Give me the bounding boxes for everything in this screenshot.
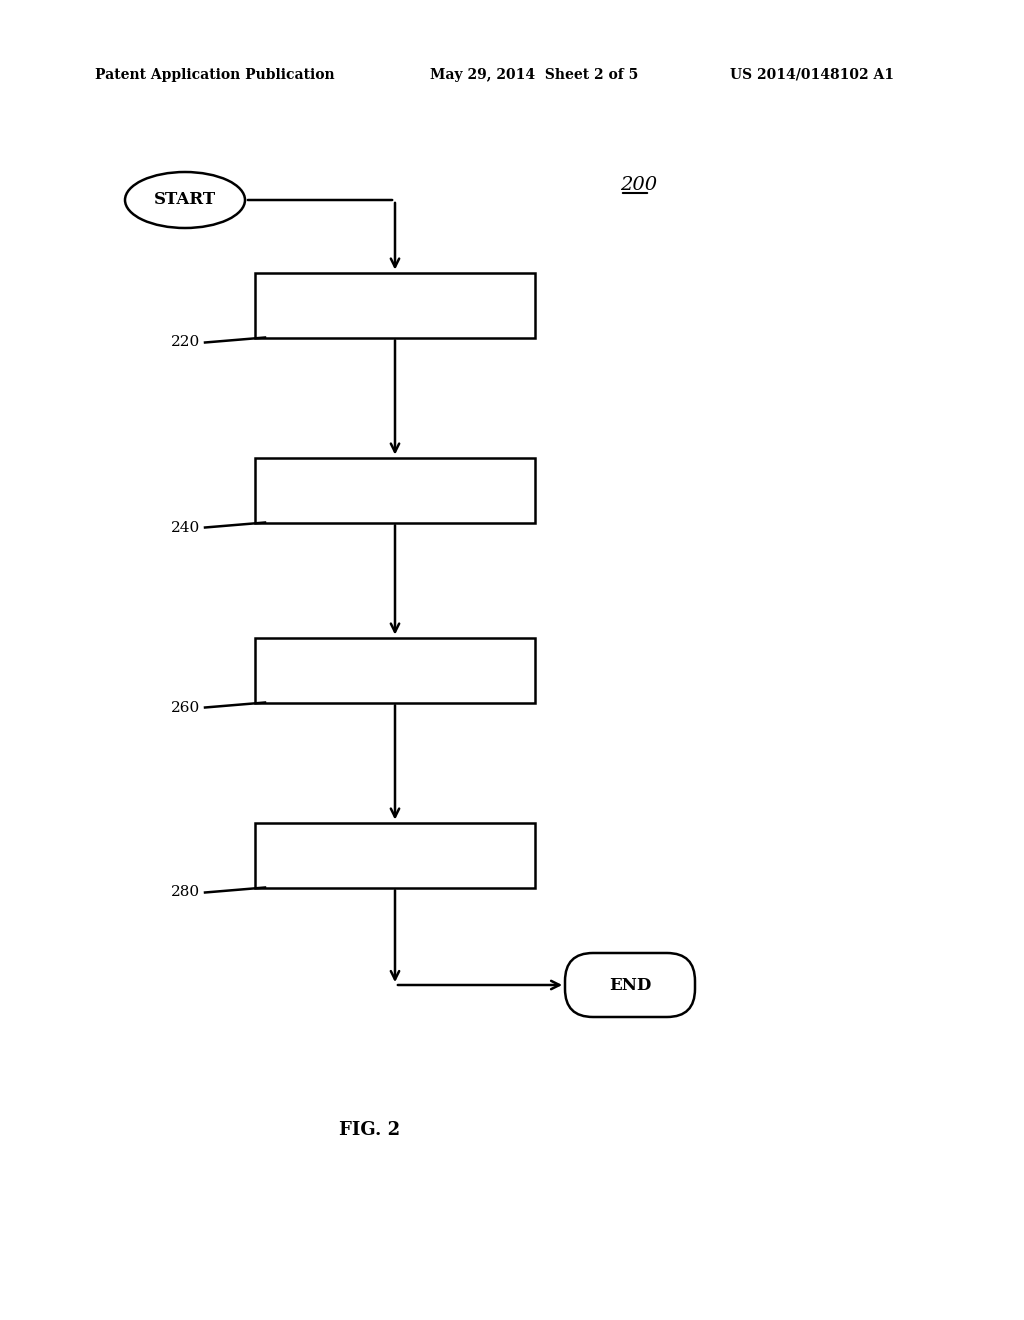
Text: 200: 200 <box>620 176 657 194</box>
Text: May 29, 2014  Sheet 2 of 5: May 29, 2014 Sheet 2 of 5 <box>430 69 638 82</box>
Ellipse shape <box>125 172 245 228</box>
Bar <box>255 638 535 702</box>
Text: FIG. 2: FIG. 2 <box>339 1121 400 1139</box>
Bar <box>255 822 535 887</box>
Text: 220: 220 <box>171 335 200 350</box>
Text: END: END <box>609 977 651 994</box>
Text: START: START <box>154 191 216 209</box>
Bar <box>255 458 535 523</box>
Text: 240: 240 <box>171 520 200 535</box>
Text: 260: 260 <box>171 701 200 714</box>
FancyBboxPatch shape <box>565 953 695 1016</box>
Bar <box>255 272 535 338</box>
Text: US 2014/0148102 A1: US 2014/0148102 A1 <box>730 69 894 82</box>
Text: 280: 280 <box>171 886 200 899</box>
Text: Patent Application Publication: Patent Application Publication <box>95 69 335 82</box>
